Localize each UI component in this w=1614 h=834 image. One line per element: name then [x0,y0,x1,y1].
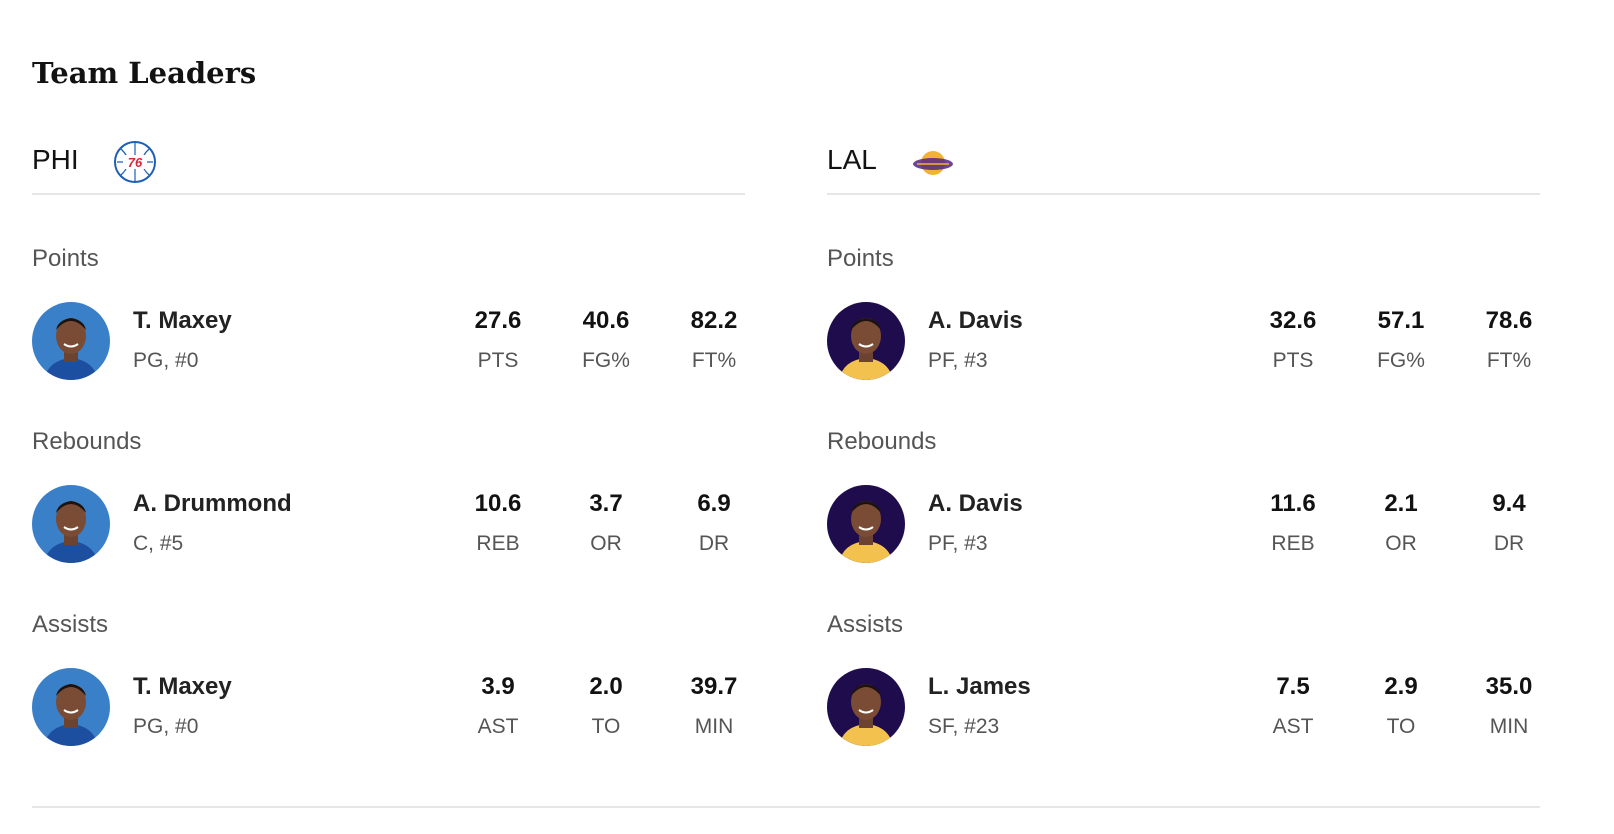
player-avatar [827,485,905,563]
stat-label: FT% [691,349,737,372]
stat-value: 40.6 [582,307,630,334]
stat-label: FG% [1377,349,1425,372]
player-position: SF, #23 [928,715,1000,738]
stat-label: FT% [1486,349,1532,372]
stat-label: REB [476,532,520,555]
player-avatar [32,485,110,563]
team-abbr: LAL [827,144,877,175]
stat-value: 32.6 [1269,307,1317,334]
stat-label: OR [590,532,622,555]
team-rule [32,193,745,195]
team-abbr: PHI [32,144,79,175]
stat-value: 39.7 [690,673,738,700]
stat-value: 82.2 [690,307,738,334]
stat-value: 9.4 [1492,490,1526,517]
category-label: Points [32,245,99,272]
stat-value: 10.6 [474,490,522,517]
stat-value: 3.7 [589,490,623,517]
player-avatar [827,302,905,380]
svg-text:76: 76 [128,155,143,170]
team-rule [827,193,1540,195]
stat-value: 3.9 [481,673,515,700]
title: Team Leaders [32,56,257,90]
stat-value: 57.1 [1377,307,1425,334]
stat-value: 6.9 [697,490,731,517]
stat-label: AST [1272,715,1314,738]
player-name: T. Maxey [133,673,232,700]
stat-label: TO [591,715,621,738]
team-logo: 76 [113,140,157,189]
stat-label: MIN [694,715,734,738]
stat-label: FG% [582,349,630,372]
stat-label: PTS [1272,349,1314,372]
player-position: PG, #0 [133,715,199,738]
player-avatar [32,668,110,746]
category-label: Rebounds [32,428,142,455]
player-name: A. Davis [928,490,1023,517]
category-label: Points [827,245,894,272]
player-position: PF, #3 [928,532,988,555]
stat-label: MIN [1489,715,1529,738]
player-name: L. James [928,673,1031,700]
stat-value: 2.1 [1384,490,1418,517]
stat-value: 7.5 [1276,673,1310,700]
category-label: Assists [32,611,109,638]
player-name: A. Drummond [133,490,292,517]
stat-value: 2.0 [589,673,623,700]
stat-label: DR [698,532,730,555]
player-name: A. Davis [928,307,1023,334]
stat-value: 2.9 [1384,673,1418,700]
player-position: PF, #3 [928,349,988,372]
stat-value: 78.6 [1485,307,1533,334]
player-name: T. Maxey [133,307,232,334]
stat-value: 35.0 [1485,673,1533,700]
stat-label: DR [1493,532,1525,555]
stat-value: 27.6 [474,307,522,334]
player-avatar [827,668,905,746]
category-label: Assists [827,611,904,638]
stat-value: 11.6 [1270,490,1316,517]
stat-label: REB [1271,532,1315,555]
category-label: Rebounds [827,428,937,455]
stat-label: AST [477,715,519,738]
bottom-rule [32,806,1540,808]
player-position: C, #5 [133,532,184,555]
player-position: PG, #0 [133,349,199,372]
stat-label: TO [1386,715,1416,738]
team-logo [911,148,955,183]
stat-label: OR [1385,532,1417,555]
player-avatar [32,302,110,380]
stat-label: PTS [477,349,519,372]
